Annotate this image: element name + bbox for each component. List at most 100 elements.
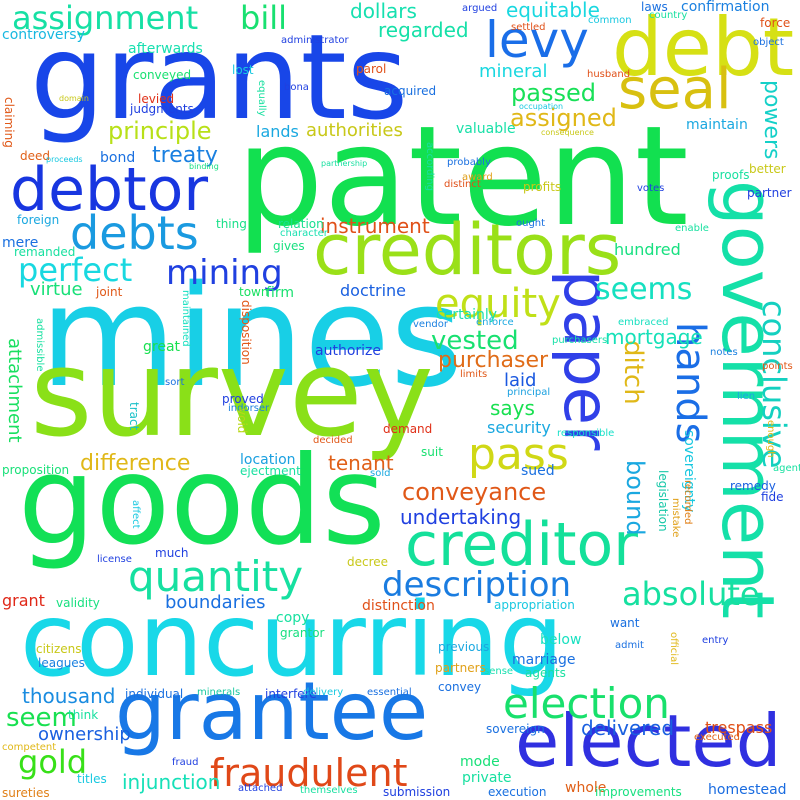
word-difference: difference xyxy=(80,451,191,476)
word-gold: gold xyxy=(18,743,88,781)
word-bond: bond xyxy=(100,150,136,166)
word-passed: passed xyxy=(511,79,596,107)
word-instrument: instrument xyxy=(320,214,430,238)
word-survey: survey xyxy=(30,325,434,464)
word-boundaries: boundaries xyxy=(165,592,266,613)
word-government: government xyxy=(706,180,790,619)
word-fraud: fraud xyxy=(172,757,199,768)
word-force: force xyxy=(760,16,791,30)
word-firm: firm xyxy=(266,285,294,301)
word-claiming: claiming xyxy=(2,97,16,148)
word-character: character xyxy=(280,228,328,239)
word-want: want xyxy=(610,616,640,630)
word-great: great xyxy=(143,339,181,355)
word-principle: principle xyxy=(108,117,212,145)
word-marriage: marriage xyxy=(512,652,576,668)
word-authorities: authorities xyxy=(306,120,403,141)
word-partners: partners xyxy=(435,661,486,675)
word-admit: admit xyxy=(615,640,644,651)
word-minerals: minerals xyxy=(197,687,241,698)
word-sort: sort xyxy=(165,377,185,388)
word-ejectment: ejectment xyxy=(240,464,301,478)
word-foreign: foreign xyxy=(17,213,60,227)
word-enforce: enforce xyxy=(476,317,514,328)
word-quantity: quantity xyxy=(128,552,304,601)
word-sovereign: sovereign xyxy=(486,722,545,736)
word-mortgage: mortgage xyxy=(605,325,703,349)
word-certainly: certainly xyxy=(436,307,498,323)
word-demand: demand xyxy=(383,422,433,436)
word-domain: domain xyxy=(59,94,89,103)
word-award: award xyxy=(462,172,493,183)
word-leagues: leagues xyxy=(38,656,85,670)
word-conveyed: conveyed xyxy=(133,68,192,82)
word-security: security xyxy=(487,418,551,437)
word-agent: agent xyxy=(773,463,800,474)
word-powers: powers xyxy=(759,80,784,160)
word-occupation: occupation xyxy=(519,102,564,111)
word-lien: lien xyxy=(737,391,756,402)
word-according: according xyxy=(424,142,435,191)
word-laid: laid xyxy=(504,370,537,391)
word-partner: partner xyxy=(747,186,792,200)
word-distinct: distinct xyxy=(444,179,481,190)
word-election: election xyxy=(503,679,670,728)
word-perfect: perfect xyxy=(18,251,133,289)
word-paper: paper xyxy=(550,270,623,451)
word-relation: relation xyxy=(278,217,324,231)
word-administrator: administrator xyxy=(281,35,349,46)
word-hands: hands xyxy=(667,322,713,444)
word-competent: competent xyxy=(2,742,57,753)
word-patent: patent xyxy=(236,96,689,257)
word-principal: principal xyxy=(507,387,551,398)
word-conveyance: conveyance xyxy=(402,478,547,506)
word-themselves: themselves xyxy=(300,785,358,796)
word-affect: affect xyxy=(130,500,141,529)
word-grant: grant xyxy=(2,591,45,610)
word-whole: whole xyxy=(565,780,607,796)
word-elected: elected xyxy=(515,699,782,783)
word-execution: execution xyxy=(488,785,547,799)
word-ought: ought xyxy=(516,218,546,229)
word-levy: levy xyxy=(485,11,589,69)
word-ditch: ditch xyxy=(618,340,648,405)
word-votes: votes xyxy=(637,183,665,194)
word-think: think xyxy=(68,708,99,722)
word-lost: lost xyxy=(232,63,254,77)
word-gives: gives xyxy=(273,239,305,253)
word-much: much xyxy=(155,546,189,560)
word-levied: levied xyxy=(138,92,175,106)
word-responsible: responsible xyxy=(557,428,615,439)
word-binding: binding xyxy=(189,162,219,171)
word-probably: probably xyxy=(447,157,491,168)
word-object: object xyxy=(753,37,784,48)
word-attachment: attachment xyxy=(4,338,25,443)
word-copy: copy xyxy=(276,610,310,626)
word-purchaser: purchaser xyxy=(438,348,549,373)
word-decree: decree xyxy=(347,555,389,569)
word-interfere: interfere xyxy=(265,687,317,701)
word-assigned: assigned xyxy=(510,104,617,132)
word-argued: argued xyxy=(462,3,498,14)
word-suit: suit xyxy=(421,445,443,459)
word-fide: fide xyxy=(761,490,784,504)
word-grantor: grantor xyxy=(280,626,325,640)
word-bound: bound xyxy=(621,460,649,536)
word-disposition: disposition xyxy=(239,300,253,365)
word-absolute: absolute xyxy=(622,575,760,613)
word-laws: laws xyxy=(641,0,668,14)
word-description: description xyxy=(382,565,572,605)
word-ownership: ownership xyxy=(38,724,131,745)
word-admissible: admissible xyxy=(34,318,45,372)
word-homestead: homestead xyxy=(708,782,787,798)
word-sureties: sureties xyxy=(2,786,50,800)
word-virtue: virtue xyxy=(30,279,83,300)
word-mining: mining xyxy=(166,253,283,293)
word-authorize: authorize xyxy=(315,343,381,359)
word-injunction: injunction xyxy=(122,770,221,794)
word-maintained: maintained xyxy=(180,290,191,347)
word-appropriation: appropriation xyxy=(494,598,575,612)
word-notes: notes xyxy=(710,347,738,358)
word-town: town xyxy=(239,285,269,299)
